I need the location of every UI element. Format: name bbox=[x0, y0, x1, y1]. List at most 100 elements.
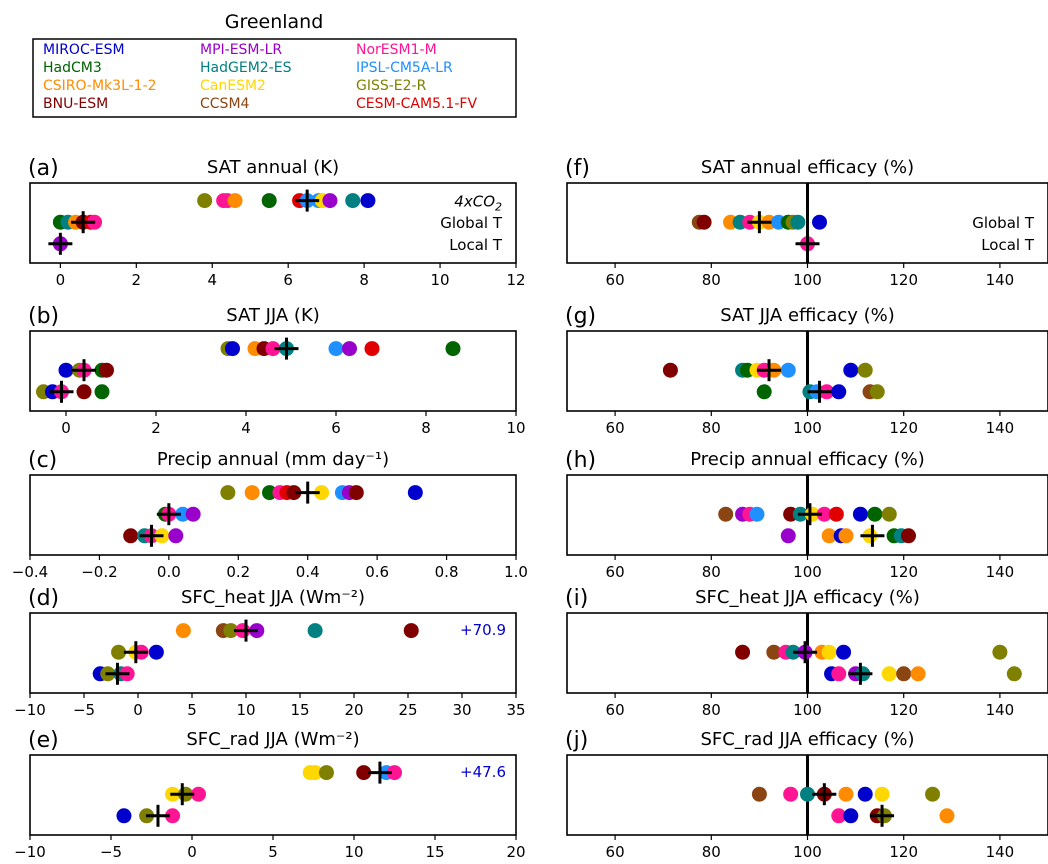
x-tick-label: 30 bbox=[452, 701, 471, 719]
model-point bbox=[76, 384, 92, 400]
x-tick-label: 10 bbox=[431, 271, 450, 289]
x-tick-label: 80 bbox=[702, 843, 721, 861]
model-point bbox=[123, 528, 139, 544]
model-point bbox=[111, 644, 127, 660]
x-tick-label: 120 bbox=[889, 563, 918, 581]
mean-marker bbox=[274, 337, 299, 360]
panel-frame bbox=[29, 754, 517, 836]
mean-marker bbox=[757, 359, 782, 382]
model-point bbox=[168, 528, 184, 544]
model-point bbox=[901, 528, 917, 544]
model-point bbox=[342, 341, 357, 357]
row-label: Local T bbox=[981, 236, 1035, 254]
model-point bbox=[662, 362, 678, 378]
panel-title: SAT annual (K) bbox=[207, 157, 339, 178]
x-tick-label: 60 bbox=[606, 843, 625, 861]
x-tick-label: 2 bbox=[132, 271, 142, 289]
model-point bbox=[843, 808, 859, 824]
model-point bbox=[223, 623, 239, 639]
mean-marker bbox=[123, 641, 148, 664]
model-point bbox=[800, 786, 815, 802]
panel-title: SAT JJA efficacy (%) bbox=[720, 305, 895, 326]
panel-c: (c) Precip annual (mm day⁻¹) −0.4 −0.2 0.0 0.… bbox=[12, 448, 528, 581]
x-tick-label: 120 bbox=[889, 843, 918, 861]
model-point bbox=[165, 808, 181, 824]
mean-marker bbox=[795, 232, 820, 255]
x-tick-label: 10 bbox=[344, 843, 363, 861]
mean-marker bbox=[807, 380, 832, 403]
x-tick-label: 100 bbox=[793, 419, 822, 437]
legend-entry: IPSL-CM5A-LR bbox=[356, 60, 453, 76]
mean-marker bbox=[747, 211, 772, 234]
x-tick-label: −10 bbox=[14, 701, 46, 719]
x-tick-label: 8 bbox=[359, 271, 369, 289]
model-point bbox=[831, 808, 847, 824]
x-tick-label: 80 bbox=[702, 563, 721, 581]
panel-g: (g) SAT JJA efficacy (%) 60 80 100 120 140 bbox=[565, 304, 1048, 437]
model-point bbox=[348, 485, 364, 501]
model-point bbox=[785, 644, 801, 660]
x-tick-label: 100 bbox=[793, 843, 822, 861]
row-label: Global T bbox=[972, 214, 1035, 232]
model-point bbox=[881, 506, 897, 522]
model-point bbox=[992, 644, 1008, 660]
mean-marker bbox=[848, 662, 873, 685]
x-tick-label: 60 bbox=[606, 419, 625, 437]
x-tick-label: −0.4 bbox=[12, 563, 48, 581]
panel-letter: (b) bbox=[28, 304, 59, 329]
panel-letter: (c) bbox=[28, 448, 57, 473]
model-point bbox=[190, 786, 206, 802]
model-point bbox=[445, 341, 461, 357]
x-tick-label: 2 bbox=[151, 419, 161, 437]
model-point bbox=[387, 765, 402, 781]
mean-marker bbox=[49, 380, 74, 403]
x-tick-label: 15 bbox=[290, 701, 309, 719]
model-point bbox=[790, 214, 806, 230]
panel-title: SFC_rad JJA (Wm⁻²) bbox=[186, 729, 359, 750]
mean-marker bbox=[295, 481, 320, 504]
mean-marker bbox=[367, 761, 392, 784]
legend-entry: CSIRO-Mk3L-1-2 bbox=[43, 78, 157, 94]
x-tick-label: 5 bbox=[187, 701, 197, 719]
x-tick-label: 4 bbox=[241, 419, 251, 437]
model-point bbox=[314, 485, 330, 501]
row-label: 4xCO2 bbox=[454, 193, 502, 214]
model-point bbox=[356, 765, 372, 781]
model-point bbox=[148, 644, 164, 660]
panel-frame bbox=[29, 612, 517, 694]
model-point bbox=[821, 528, 837, 544]
model-point bbox=[364, 341, 380, 357]
mean-marker bbox=[793, 641, 818, 664]
mean-marker bbox=[48, 232, 73, 255]
model-point bbox=[828, 506, 844, 522]
x-tick-label: 140 bbox=[986, 843, 1015, 861]
mean-marker bbox=[72, 359, 96, 382]
model-point bbox=[360, 193, 376, 209]
model-point bbox=[718, 506, 734, 522]
x-tick-label: 4 bbox=[207, 271, 217, 289]
model-point bbox=[307, 765, 323, 781]
model-point bbox=[831, 384, 847, 400]
region-title: Greenland bbox=[225, 11, 324, 33]
x-tick-label: 0.6 bbox=[365, 563, 389, 581]
legend-entry: HadCM3 bbox=[43, 60, 102, 76]
mean-marker bbox=[139, 524, 164, 547]
model-point bbox=[318, 765, 334, 781]
panel-letter: (e) bbox=[28, 728, 59, 753]
panel-letter: (j) bbox=[565, 728, 588, 753]
mean-marker bbox=[234, 619, 258, 642]
model-point bbox=[99, 362, 114, 378]
x-tick-label: 15 bbox=[425, 843, 444, 861]
model-point bbox=[197, 193, 213, 209]
row-label: Global T bbox=[440, 214, 503, 232]
x-tick-label: 0 bbox=[133, 701, 143, 719]
x-tick-label: 20 bbox=[506, 843, 525, 861]
model-point bbox=[261, 193, 277, 209]
x-tick-label: 100 bbox=[793, 271, 822, 289]
model-point bbox=[925, 786, 941, 802]
model-point bbox=[869, 384, 885, 400]
mean-marker bbox=[797, 503, 822, 526]
model-point bbox=[58, 362, 74, 378]
legend: MIROC-ESM MPI-ESM-LR NorESM1-M HadCM3 HadGEM… bbox=[43, 42, 477, 112]
